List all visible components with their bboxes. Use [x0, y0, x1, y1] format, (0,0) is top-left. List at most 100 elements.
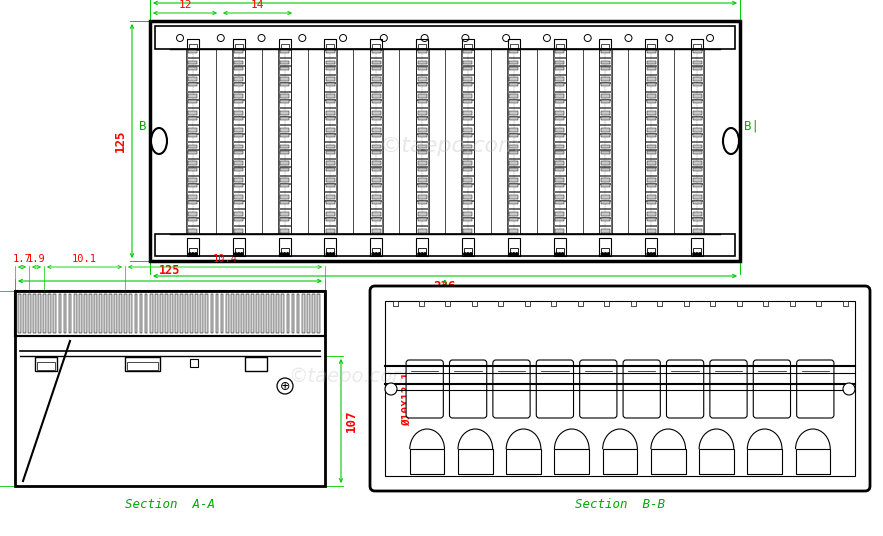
Bar [280, 145, 289, 148]
Bar [699, 449, 734, 474]
Bar [692, 84, 702, 86]
Bar [418, 218, 426, 221]
Bar [646, 111, 656, 115]
Bar [317, 294, 320, 333]
Bar [692, 201, 702, 204]
FancyBboxPatch shape [579, 360, 617, 418]
Bar [221, 294, 223, 333]
Bar [601, 195, 610, 199]
Bar [464, 111, 472, 115]
Bar [324, 142, 336, 150]
Circle shape [706, 34, 713, 41]
Bar [35, 357, 57, 371]
Bar [37, 362, 55, 370]
Bar [188, 134, 198, 137]
FancyBboxPatch shape [667, 360, 704, 418]
Bar [464, 134, 472, 137]
Bar [246, 294, 249, 333]
Bar [155, 294, 157, 333]
Bar [646, 66, 656, 70]
Bar [302, 294, 305, 333]
Bar [372, 128, 381, 132]
Bar [326, 178, 335, 182]
Bar [418, 212, 426, 215]
Bar [508, 75, 520, 82]
Bar [15, 291, 325, 486]
Bar [187, 125, 199, 132]
Bar [278, 184, 291, 191]
Bar [601, 201, 610, 204]
Bar [601, 117, 610, 120]
Bar [418, 94, 426, 98]
Bar [554, 66, 566, 74]
Bar [464, 184, 472, 187]
Bar [691, 226, 703, 234]
Bar [693, 248, 701, 255]
Bar [372, 218, 381, 221]
Bar [200, 294, 203, 333]
Bar [645, 238, 657, 256]
Bar [324, 100, 336, 107]
Bar [509, 201, 518, 204]
Bar [509, 94, 518, 98]
Bar [418, 44, 426, 48]
Bar [372, 178, 381, 182]
Bar [464, 229, 472, 233]
Bar [601, 229, 610, 233]
Bar [280, 184, 289, 187]
Bar [261, 294, 264, 333]
Bar [187, 39, 199, 49]
Bar [280, 168, 289, 170]
Bar [691, 125, 703, 132]
Circle shape [601, 253, 604, 255]
Circle shape [424, 253, 426, 255]
Bar [691, 83, 703, 91]
Bar [370, 125, 382, 132]
Bar [233, 117, 245, 124]
Bar [324, 125, 336, 132]
Bar [326, 111, 335, 115]
Bar [278, 49, 291, 234]
Circle shape [195, 253, 197, 255]
Bar [604, 301, 609, 306]
Bar [691, 108, 703, 116]
Bar [233, 39, 245, 49]
Bar [710, 301, 715, 306]
Bar [691, 218, 703, 225]
Bar [188, 77, 198, 81]
Bar [509, 111, 518, 115]
Bar [327, 248, 335, 255]
Bar [554, 75, 566, 82]
Bar [234, 145, 243, 148]
Bar [601, 77, 610, 81]
Bar [324, 49, 336, 57]
Bar [187, 151, 199, 158]
Circle shape [189, 253, 191, 255]
Bar [418, 229, 426, 233]
Bar [646, 94, 656, 98]
Bar [372, 212, 381, 215]
Bar [370, 49, 382, 234]
Bar [600, 125, 611, 132]
Bar [278, 226, 291, 234]
Circle shape [385, 383, 397, 395]
Bar [508, 184, 520, 191]
Circle shape [340, 34, 346, 41]
Bar [418, 117, 426, 120]
Bar [506, 449, 541, 474]
Bar [370, 142, 382, 150]
Bar [645, 117, 657, 124]
FancyBboxPatch shape [493, 360, 530, 418]
Bar [508, 49, 520, 57]
Bar [234, 195, 243, 199]
Bar [188, 84, 198, 86]
Bar [370, 238, 382, 256]
Bar [256, 294, 259, 333]
Bar [233, 176, 245, 183]
Bar [324, 192, 336, 200]
Bar [233, 75, 245, 82]
Bar [646, 229, 656, 233]
Text: 10.4: 10.4 [213, 254, 238, 264]
Bar [188, 111, 198, 115]
Bar [155, 26, 735, 49]
